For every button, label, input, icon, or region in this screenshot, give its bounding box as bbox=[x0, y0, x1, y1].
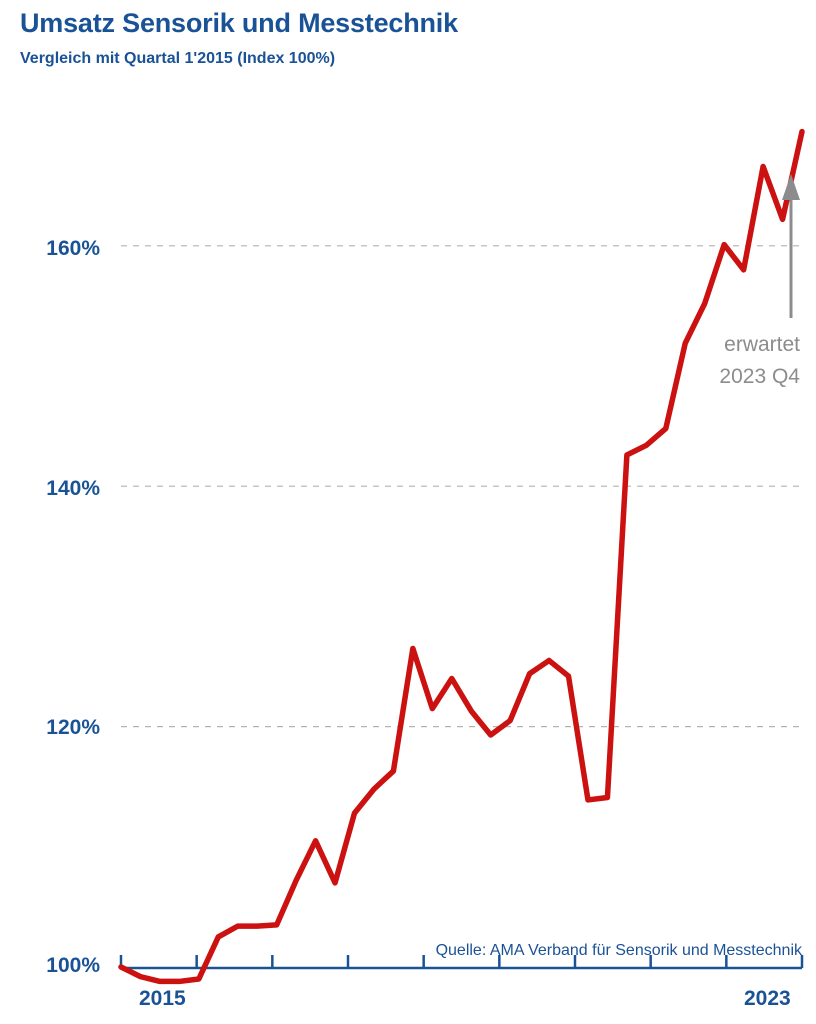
y-axis-label-120: 120% bbox=[46, 716, 100, 739]
y-axis-label-100: 100% bbox=[46, 954, 100, 977]
x-axis-label-2015: 2015 bbox=[139, 987, 186, 1010]
data-series-line bbox=[118, 128, 805, 985]
annotation-line-1: erwartet bbox=[724, 333, 800, 356]
gridlines bbox=[121, 245, 802, 728]
y-axis-label-140: 140% bbox=[46, 477, 100, 500]
x-axis-label-2023: 2023 bbox=[744, 987, 791, 1010]
source-caption: Quelle: AMA Verband für Sensorik und Mes… bbox=[435, 942, 802, 959]
x-axis-ticks bbox=[119, 955, 804, 968]
annotation-line-2: 2023 Q4 bbox=[719, 365, 800, 388]
y-axis-label-160: 160% bbox=[46, 237, 100, 260]
page-title: Umsatz Sensorik und Messtechnik bbox=[20, 8, 458, 38]
page-subtitle: Vergleich mit Quartal 1'2015 (Index 100%… bbox=[20, 50, 336, 67]
up-arrow-icon bbox=[782, 174, 800, 318]
